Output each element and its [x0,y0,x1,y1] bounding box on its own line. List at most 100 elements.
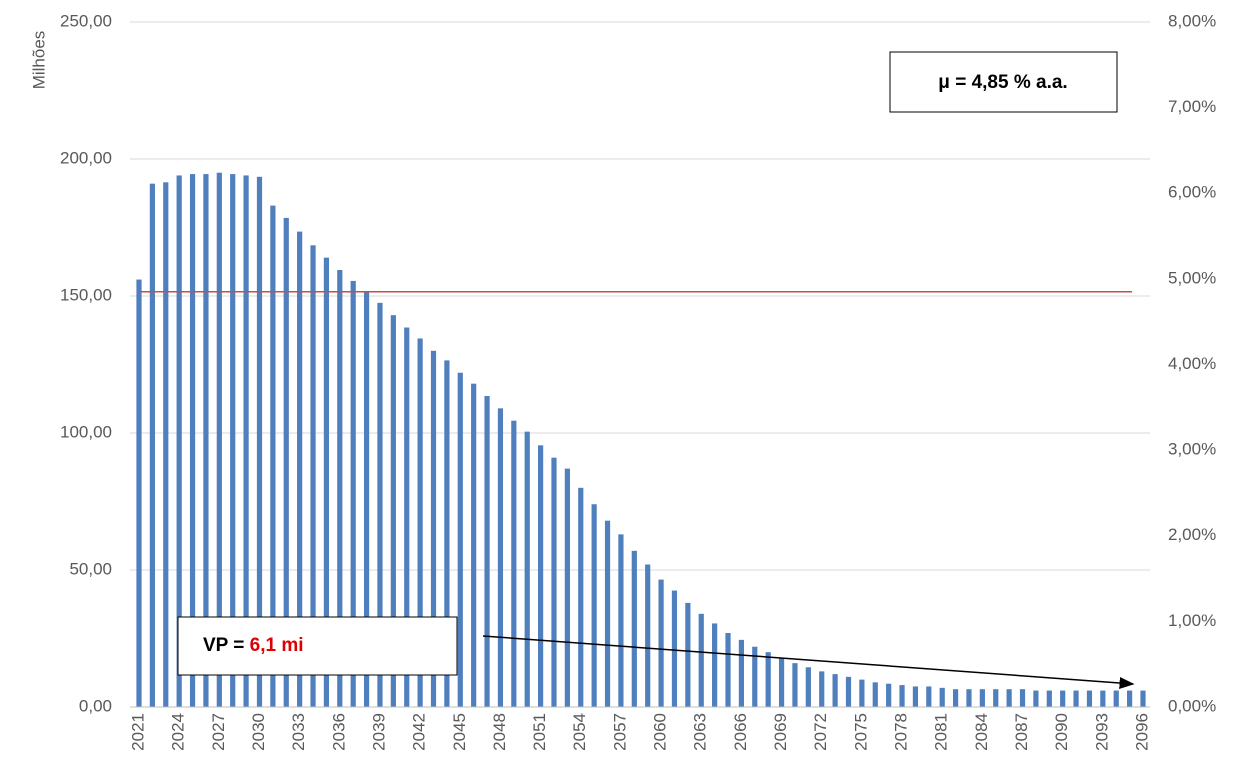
y2-tick-label: 7,00% [1168,97,1216,116]
bar [511,420,517,707]
bar [926,686,932,707]
bar [444,360,450,707]
bar [1086,690,1093,707]
y-tick-label: 0,00 [79,696,112,715]
bar [618,534,624,707]
bar [1113,690,1119,707]
bar [230,174,236,707]
x-tick-label: 2081 [932,713,951,751]
y2-tick-label: 4,00% [1168,354,1216,373]
x-tick-label: 2054 [570,713,589,751]
bar [363,291,370,707]
x-tick-label: 2030 [249,713,268,751]
bar [859,679,865,707]
bar [538,445,544,707]
bar [765,652,771,707]
mu-annotation: μ = 4,85 % a.a. [938,72,1067,93]
bar [497,408,504,707]
bar [390,315,396,707]
bar [203,174,209,707]
x-tick-label: 2042 [410,713,429,751]
y-tick-label: 100,00 [60,422,112,441]
bar [845,676,852,707]
bar [792,663,798,707]
x-tick-label: 2057 [610,713,629,751]
bar [457,372,463,707]
bar [725,633,731,707]
bar [1073,690,1079,707]
bar [578,487,584,707]
bar [591,504,597,707]
bar [738,639,744,707]
vp-annotation: VP = 6,1 mi [203,635,304,656]
bar [712,623,718,707]
bar [671,590,678,707]
y-tick-label: 150,00 [60,285,112,304]
x-tick-label: 2024 [169,713,188,751]
bar [1019,689,1026,707]
y2-tick-label: 1,00% [1168,611,1216,630]
x-tick-label: 2069 [771,713,790,751]
x-tick-label: 2036 [329,713,348,751]
bar [283,217,289,707]
bar [377,302,383,707]
bar [471,383,477,707]
bar [136,279,142,707]
bar [149,183,155,707]
bar [698,613,704,707]
bar [939,687,945,707]
bar [1127,690,1133,707]
y-axis-label: Milhões [29,31,48,90]
x-tick-label: 2033 [289,713,308,751]
y-tick-label: 250,00 [60,11,112,30]
bar [658,579,664,707]
x-tick-label: 2087 [1012,713,1031,751]
bar [685,602,691,707]
bar [805,667,811,707]
bar [778,657,785,707]
bar [564,468,570,707]
x-tick-label: 2051 [530,713,549,751]
bar [189,174,196,707]
x-tick-label: 2072 [811,713,830,751]
bar [404,327,410,707]
x-tick-label: 2066 [731,713,750,751]
bar [524,431,530,707]
bar [163,182,169,708]
bar [256,176,263,707]
arrow [482,635,1135,689]
bar [430,350,437,707]
bar [350,280,356,707]
plot-area: 0,00 50,00 100,00 150,00 200,00 250,00 0,00% 1,… [60,11,1216,750]
bar [966,689,972,707]
bar [832,674,838,707]
bar [1033,690,1039,707]
bar [993,689,999,707]
bar [484,396,490,707]
x-tick-label: 2090 [1052,713,1071,751]
x-tick-label: 2048 [490,713,509,751]
y2-tick-label: 2,00% [1168,525,1216,544]
x-tick-label: 2060 [651,713,670,751]
bar [1100,690,1106,707]
bar [270,205,276,707]
bar [631,550,637,707]
mu-box [889,51,1118,113]
y2-tick-label: 6,00% [1168,183,1216,202]
bar [323,257,330,707]
y2-tick-label: 5,00% [1168,268,1216,287]
y2-tick-label: 3,00% [1168,440,1216,459]
y2-tick-label: 0,00% [1168,696,1216,715]
bar [912,686,919,707]
bar [337,269,343,707]
bar [243,175,249,707]
y-tick-label: 200,00 [60,148,112,167]
bar [819,671,825,707]
bar [979,689,985,707]
x-tick-label: 2084 [972,713,991,751]
vp-box [177,616,458,676]
bar [297,231,303,708]
x-tick-label: 2027 [209,713,228,751]
bar [604,520,611,707]
